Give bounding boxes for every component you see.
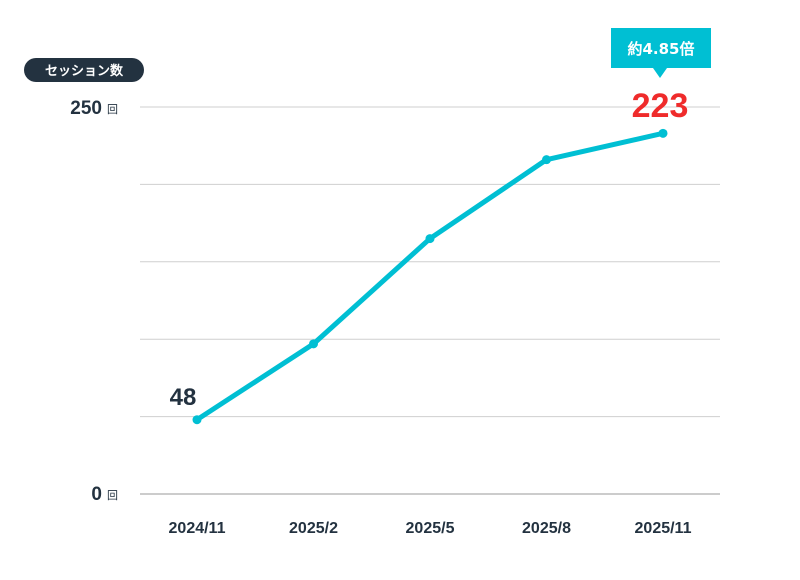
x-tick-label: 2025/5 <box>406 520 455 537</box>
series-line <box>194 130 666 423</box>
y-axis-label-pill: セッション数 <box>24 58 144 82</box>
grid-lines <box>140 106 720 495</box>
x-tick-label: 2025/2 <box>289 520 338 537</box>
data-point <box>192 415 202 425</box>
y-tick-unit-max: 回 <box>107 103 118 116</box>
growth-callout: 約4.85倍 <box>611 28 711 78</box>
y-tick-label-min: 0 <box>91 484 102 505</box>
y-tick-unit-min: 回 <box>107 489 118 502</box>
data-point <box>542 155 551 165</box>
x-tick-label: 2024/11 <box>169 520 226 537</box>
x-tick-label: 2025/11 <box>635 520 692 537</box>
y-axis-label: セッション数 <box>45 63 124 79</box>
data-point <box>309 339 318 349</box>
start-value-label: 48 <box>170 384 197 411</box>
series-line-group <box>192 128 668 425</box>
growth-callout-text: 約4.85倍 <box>627 40 694 58</box>
end-value-label: 223 <box>632 87 689 125</box>
y-tick-label-max: 250 <box>70 98 102 119</box>
data-point <box>658 128 668 138</box>
x-tick-label: 2025/8 <box>522 520 571 537</box>
data-point <box>425 234 435 244</box>
x-axis-tick-labels: 2024/11 2025/2 2025/5 2025/8 2025/11 <box>169 520 692 537</box>
